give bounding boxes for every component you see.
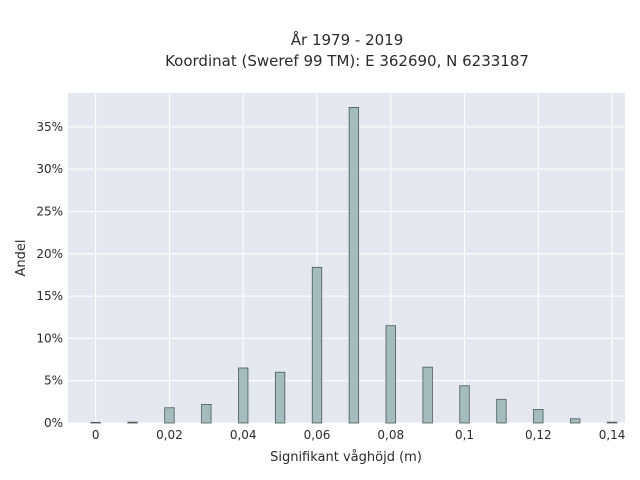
y-axis-ticks: 0% 5% 10% 15% 20% 25% 30% 35% [36,120,63,430]
histogram-bar [606,421,618,424]
histogram-bar [274,371,286,424]
histogram-bar [533,409,544,424]
y-axis-label: Andel [14,240,29,277]
histogram-bar [201,403,212,424]
histogram-bar [496,398,507,424]
histogram-bar [570,418,581,424]
plot-area [68,93,625,423]
histogram-bar [238,367,249,424]
y-tick-label: 10% [36,331,63,345]
y-tick-label: 25% [36,204,63,218]
chart-title: År 1979 - 2019 [291,30,404,49]
x-tick-label: 0,12 [525,428,552,442]
histogram-bar [422,366,433,424]
y-tick-label: 15% [36,289,63,303]
grid-lines [68,93,625,424]
x-axis-label: Signifikant våghöjd (m) [270,450,422,465]
histogram-bar [385,325,396,424]
x-axis-ticks: 0 0,02 0,04 0,06 0,08 0,1 0,12 0,14 [92,428,626,442]
histogram-bar [90,421,101,424]
x-tick-label: 0,02 [156,428,183,442]
x-tick-label: 0,04 [230,428,257,442]
x-tick-label: 0,06 [304,428,331,442]
histogram-bar [311,266,323,424]
y-tick-label: 20% [36,247,63,261]
x-tick-label: 0,14 [599,428,626,442]
histogram-bar [348,106,360,424]
histogram-bar [459,385,470,424]
x-tick-label: 0,08 [377,428,404,442]
y-tick-label: 35% [36,120,63,134]
y-tick-label: 5% [44,374,63,388]
histogram-bar [164,407,175,424]
y-tick-label: 0% [44,416,63,430]
x-tick-label: 0 [92,428,100,442]
histogram-bar [127,421,138,424]
x-tick-label: 0,1 [455,428,474,442]
chart-subtitle: Koordinat (Sweref 99 TM): E 362690, N 62… [165,52,529,70]
y-tick-label: 30% [36,162,63,176]
bars [90,106,618,424]
